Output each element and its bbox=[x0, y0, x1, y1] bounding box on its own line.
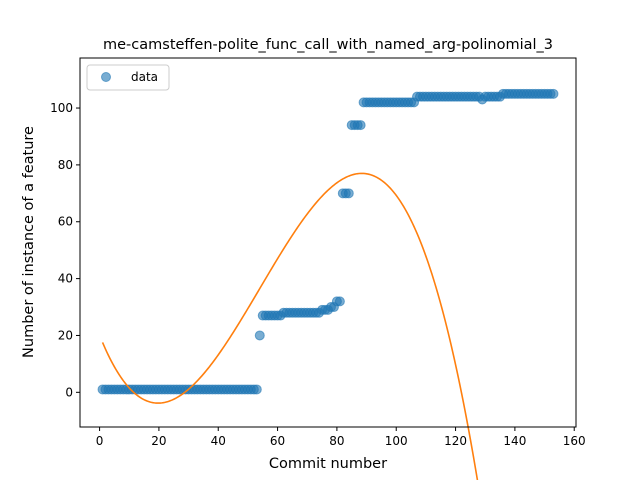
data-point bbox=[548, 88, 559, 99]
y-tick-label: 80 bbox=[58, 158, 73, 172]
data-point bbox=[343, 188, 354, 199]
x-tick-label: 140 bbox=[503, 434, 526, 448]
y-tick-label: 0 bbox=[65, 385, 73, 399]
x-axis-label: Commit number bbox=[269, 456, 387, 472]
y-tick-label: 40 bbox=[58, 272, 73, 286]
x-tick-label: 120 bbox=[444, 434, 467, 448]
x-tick-label: 100 bbox=[385, 434, 408, 448]
x-tick-label: 20 bbox=[151, 434, 166, 448]
y-tick-label: 100 bbox=[50, 101, 73, 115]
plot-frame bbox=[79, 57, 577, 428]
data-point bbox=[251, 384, 262, 395]
x-tick-label: 40 bbox=[211, 434, 226, 448]
chart-title: me-camsteffen-polite_func_call_with_name… bbox=[103, 37, 553, 53]
data-point bbox=[355, 120, 366, 131]
y-tick-label: 20 bbox=[58, 328, 73, 342]
legend: data bbox=[86, 64, 170, 91]
legend-label-data: data bbox=[131, 70, 158, 84]
x-tick-label: 160 bbox=[563, 434, 586, 448]
x-tick-label: 0 bbox=[96, 434, 104, 448]
data-point bbox=[334, 296, 345, 307]
x-tick-label: 60 bbox=[270, 434, 285, 448]
y-axis: 0 20 40 60 80 100 bbox=[50, 101, 80, 399]
x-tick-label: 80 bbox=[329, 434, 344, 448]
y-tick-label: 60 bbox=[58, 215, 73, 229]
data-layer bbox=[97, 88, 559, 480]
legend-marker-data bbox=[101, 72, 111, 82]
y-axis-label: Number of instance of a feature bbox=[21, 126, 37, 358]
fit-line bbox=[101, 172, 479, 480]
x-axis: 0 20 40 60 80 100 120 140 160 bbox=[96, 427, 586, 448]
legend-box bbox=[86, 64, 170, 91]
data-point bbox=[254, 330, 265, 341]
